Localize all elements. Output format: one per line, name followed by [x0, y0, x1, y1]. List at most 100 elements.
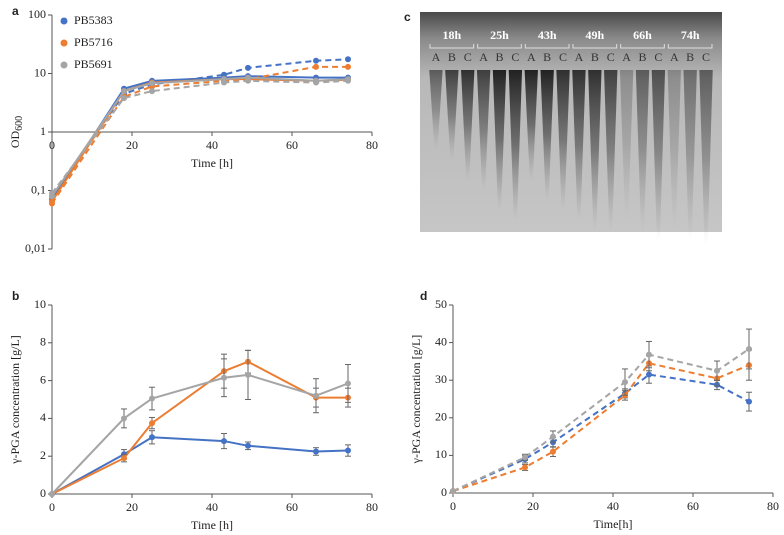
x-axis-label: Time [h] — [191, 156, 233, 170]
legend-label: PB5716 — [74, 35, 113, 49]
data-point — [121, 455, 127, 462]
y-tick-label: 0,1 — [31, 182, 46, 196]
data-point — [49, 200, 55, 207]
series-line — [452, 373, 750, 493]
lane-smear — [461, 70, 475, 180]
x-axis-label: Time[h] — [594, 517, 633, 531]
data-point — [49, 190, 55, 197]
y-tick-label: 10 — [34, 65, 46, 79]
series-line — [51, 373, 349, 495]
y-tick-label: 100 — [28, 7, 46, 21]
data-point — [149, 80, 155, 87]
y-tick-label: 40 — [435, 334, 447, 348]
lane-letter: B — [638, 50, 646, 64]
lane-letter: B — [448, 50, 456, 64]
data-point — [313, 392, 319, 399]
lane-time: 18h — [442, 28, 461, 42]
data-point — [245, 371, 251, 378]
lane-time: 74h — [681, 28, 700, 42]
lane-bracket — [477, 44, 522, 49]
x-axis-label: Time [h] — [191, 518, 233, 532]
lane-letter: C — [654, 50, 662, 64]
y-tick-label: 30 — [435, 372, 447, 386]
y-tick-label: 50 — [435, 297, 447, 311]
data-point — [522, 454, 528, 461]
lane-time: 49h — [585, 28, 604, 42]
data-point — [550, 448, 556, 455]
lane-letter: C — [464, 50, 472, 64]
y-tick-label: 0 — [441, 485, 447, 499]
lane-smear — [651, 70, 666, 240]
data-point — [522, 464, 528, 471]
data-point — [221, 438, 227, 445]
data-point — [714, 367, 720, 374]
y-tick-label: 2 — [40, 448, 46, 462]
data-point — [345, 447, 351, 454]
panel-label: d — [420, 289, 427, 303]
lane-smear — [524, 70, 538, 180]
y-axis-label: γ-PGA concentration [g/L] — [8, 335, 22, 465]
data-point — [221, 79, 227, 86]
lane-smear — [429, 70, 443, 150]
data-point — [646, 371, 652, 378]
lane-letter: C — [559, 50, 567, 64]
x-tick-label: 60 — [286, 500, 298, 514]
x-tick-label: 60 — [687, 499, 699, 513]
x-tick-label: 0 — [49, 138, 55, 152]
data-point — [121, 88, 127, 95]
data-point — [121, 415, 127, 422]
y-axis-label-main: γ-PGA concentration [g/L] — [8, 335, 22, 465]
lane-letter: B — [543, 50, 551, 64]
lane-bracket — [667, 44, 713, 49]
lane-time: 25h — [490, 28, 509, 42]
series-line — [51, 78, 349, 202]
data-point — [149, 434, 155, 441]
lane-smear — [588, 70, 602, 230]
data-point — [345, 380, 351, 387]
lane-letter: B — [686, 50, 694, 64]
panel-label: b — [12, 289, 19, 303]
lane-letter: B — [495, 50, 503, 64]
data-point — [746, 398, 752, 405]
data-point — [245, 77, 251, 84]
series-line — [51, 79, 349, 194]
lane-letter: A — [575, 50, 584, 64]
series-line — [51, 360, 348, 495]
lane-letter: A — [479, 50, 488, 64]
legend-marker — [60, 39, 68, 47]
x-tick-label: 80 — [767, 499, 779, 513]
y-tick-label: 4 — [40, 410, 46, 424]
legend-marker — [60, 61, 68, 69]
lane-time: 43h — [538, 28, 557, 42]
data-point — [313, 63, 319, 70]
y-tick-label: 1 — [40, 124, 46, 138]
data-point — [345, 56, 351, 63]
lane-smear — [635, 70, 650, 230]
x-tick-label: 60 — [286, 138, 298, 152]
x-tick-label: 40 — [607, 499, 619, 513]
data-point — [622, 379, 628, 386]
y-tick-label: 0 — [40, 486, 46, 500]
legend-label: PB5691 — [74, 57, 113, 71]
x-tick-label: 0 — [450, 499, 456, 513]
data-point — [221, 374, 227, 381]
x-tick-label: 20 — [126, 500, 138, 514]
data-point — [313, 448, 319, 455]
lane-smear — [476, 70, 491, 190]
x-tick-label: 80 — [366, 500, 378, 514]
data-point — [149, 420, 155, 427]
y-tick-label: 20 — [435, 410, 447, 424]
x-tick-label: 0 — [49, 500, 55, 514]
lane-letter: C — [607, 50, 615, 64]
lane-letter: A — [670, 50, 679, 64]
lane-smear — [556, 70, 570, 210]
lane-letter: A — [432, 50, 441, 64]
data-point — [450, 488, 456, 495]
series-line — [452, 348, 750, 493]
lane-smear — [604, 70, 618, 230]
series-line — [51, 436, 349, 495]
panel-label: c — [404, 10, 411, 24]
x-tick-label: 20 — [527, 499, 539, 513]
lane-letter: A — [622, 50, 631, 64]
